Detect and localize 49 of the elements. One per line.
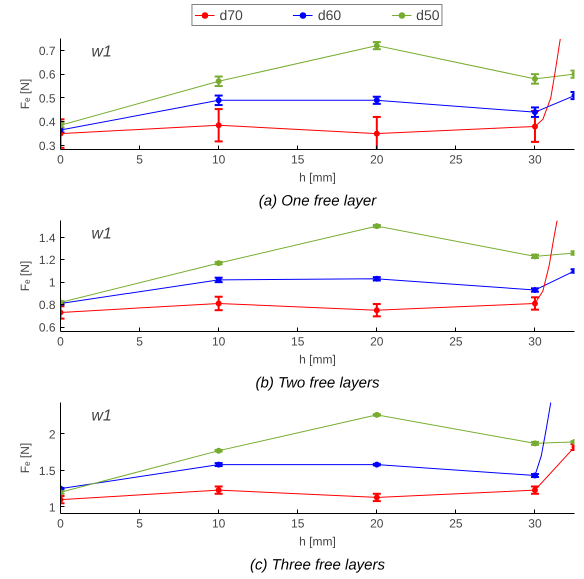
- x-tick-label: 30: [528, 334, 542, 348]
- x-tick-label: 30: [528, 516, 542, 530]
- x-tick-label: 15: [291, 334, 305, 348]
- x-axis-title: h [mm]: [299, 170, 336, 184]
- x-tick-label: 25: [449, 516, 463, 530]
- x-tick-label: 5: [136, 334, 144, 348]
- y-tick-label: 0.5: [38, 91, 56, 106]
- annotation: w1: [91, 44, 112, 61]
- y-tick-label: 0.4: [38, 115, 56, 130]
- text: (a) One free layer: [258, 192, 378, 210]
- y-tick-label: 0.7: [38, 44, 56, 58]
- x-tick-label: 5: [136, 516, 144, 530]
- x-tick-label: 15: [291, 152, 305, 166]
- y-tick-label: 0.6: [38, 68, 56, 82]
- x-tick-label: 5: [136, 152, 144, 166]
- x-tick-label: 20: [370, 516, 384, 530]
- y-tick-label: 1.4: [38, 230, 56, 245]
- y-tick-label: 0.6: [38, 320, 56, 335]
- y-tick-label: 1: [48, 500, 56, 514]
- y-axis-title: Fₑ [N]: [18, 78, 32, 110]
- y-tick-label: 0.3: [38, 138, 56, 153]
- annotation: w1: [91, 226, 112, 243]
- x-tick-label: 10: [212, 516, 226, 530]
- annotation: w1: [91, 408, 112, 425]
- text: (b) Two free layers: [256, 374, 380, 392]
- x-tick-label: 30: [528, 152, 542, 166]
- text: (c) Three free layers: [250, 556, 386, 574]
- y-tick-label: 2: [48, 427, 56, 442]
- x-axis-title: h [mm]: [299, 352, 336, 366]
- x-tick-label: 10: [212, 152, 226, 166]
- x-tick-label: 20: [370, 334, 384, 348]
- legend-label: d60: [318, 7, 342, 23]
- x-axis-title: h [mm]: [299, 534, 336, 548]
- x-tick-label: 20: [370, 152, 384, 166]
- x-tick-label: 15: [291, 516, 305, 530]
- y-tick-label: 0.8: [38, 298, 56, 312]
- x-tick-label: 10: [212, 334, 226, 348]
- x-tick-label: 0: [57, 334, 64, 348]
- x-tick-label: 0: [57, 516, 64, 530]
- y-tick-label: 1: [48, 276, 56, 290]
- y-axis-title: Fₑ [N]: [18, 260, 32, 292]
- y-tick-label: 1.5: [38, 464, 56, 478]
- legend-label: d70: [219, 7, 243, 23]
- x-tick-label: 25: [449, 152, 463, 166]
- y-tick-label: 1.2: [38, 253, 56, 268]
- y-axis-title: Fₑ [N]: [18, 442, 32, 474]
- x-tick-label: 25: [449, 334, 463, 348]
- legend-label: d50: [416, 7, 440, 23]
- x-tick-label: 0: [57, 152, 64, 166]
